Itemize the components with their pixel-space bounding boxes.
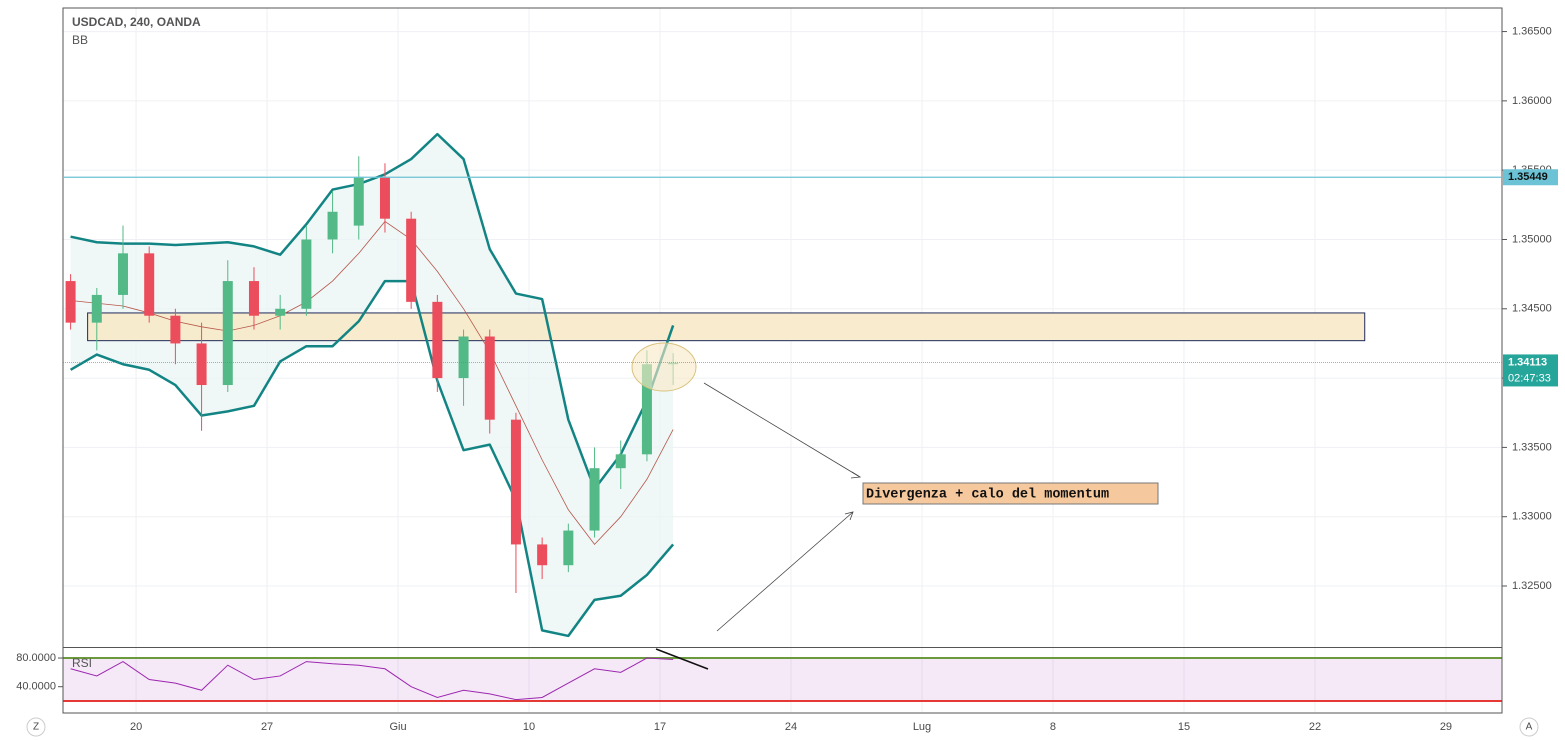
pane-border	[62, 7, 1503, 714]
rsi-tick-label: 80.0000	[16, 652, 56, 664]
rsi-fill	[63, 658, 1502, 702]
candle-body	[537, 544, 548, 566]
y-tick-label: 1.34500	[1512, 303, 1552, 315]
zoom-button-label[interactable]: Z	[33, 722, 39, 733]
symbol-title: USDCAD, 240, OANDA	[72, 15, 201, 29]
last-price-label: 1.34113	[1508, 356, 1547, 368]
zoom-button[interactable]	[26, 717, 46, 737]
trend-line	[655, 648, 709, 670]
level-tag-label: 1.35449	[1508, 171, 1548, 183]
y-tick-label: 1.32500	[1512, 580, 1552, 592]
candle-body	[144, 253, 155, 316]
candle-body	[458, 336, 469, 379]
candle-body	[510, 419, 521, 545]
candle-body	[615, 454, 626, 469]
last-price-tag	[1503, 354, 1558, 387]
candle-body	[327, 211, 338, 240]
x-tick-label: Giu	[389, 721, 406, 733]
annotation-box	[862, 482, 1159, 505]
x-tick-label: Lug	[913, 721, 931, 733]
x-tick-label: 10	[523, 721, 535, 733]
x-tick-label: 8	[1050, 721, 1056, 733]
y-tick-label: 1.36500	[1512, 25, 1552, 37]
candle-body	[170, 315, 181, 344]
annotation-text: Divergenza + calo del momentum	[866, 488, 1109, 503]
x-tick-label: 17	[654, 721, 666, 733]
candle-body	[65, 281, 76, 323]
rsi-pane: RSI	[63, 648, 1502, 712]
candle-body	[222, 281, 233, 386]
candle-body	[301, 239, 312, 309]
y-tick-label: 1.35000	[1512, 233, 1552, 245]
candle-body	[91, 294, 102, 323]
arrow	[716, 511, 854, 632]
price-pane	[63, 8, 1502, 647]
y-tick-label: 1.36000	[1512, 95, 1552, 107]
candle-body	[353, 177, 364, 226]
arrow-head	[844, 511, 854, 521]
candle-body	[117, 253, 128, 295]
band-lower	[69, 279, 675, 638]
rsi-line	[70, 657, 674, 701]
highlight-ellipse	[631, 342, 697, 392]
arrow	[703, 382, 861, 478]
x-tick-label: 29	[1440, 721, 1452, 733]
candle-body	[406, 218, 417, 302]
resistance-zone	[87, 312, 1366, 342]
rsi-tick-label: 40.0000	[16, 681, 56, 693]
candle-body	[432, 301, 443, 379]
candle-body	[563, 530, 574, 566]
candle-body	[484, 336, 495, 420]
candle-body	[379, 177, 390, 219]
indicator-label: BB	[72, 33, 88, 47]
candle-body	[641, 364, 652, 455]
x-tick-label: 20	[130, 721, 142, 733]
x-tick-label: 22	[1309, 721, 1321, 733]
candle-body	[275, 308, 286, 316]
x-tick-label: 24	[785, 721, 797, 733]
x-tick-label: 27	[261, 721, 273, 733]
arrow-head	[850, 471, 862, 479]
countdown-label: 02:47:33	[1508, 372, 1551, 384]
y-tick-label: 1.33500	[1512, 441, 1552, 453]
rsi-label: RSI	[72, 656, 92, 670]
auto-button-label[interactable]: A	[1526, 722, 1533, 733]
x-tick-label: 15	[1178, 721, 1190, 733]
auto-button[interactable]	[1519, 717, 1539, 737]
y-tick-label: 1.33000	[1512, 511, 1552, 523]
band-fill	[70, 134, 674, 636]
candle-body	[589, 468, 600, 531]
candle-body	[196, 343, 207, 386]
band-upper	[70, 132, 675, 491]
candle-body	[248, 281, 259, 316]
level-tag	[1503, 169, 1558, 186]
